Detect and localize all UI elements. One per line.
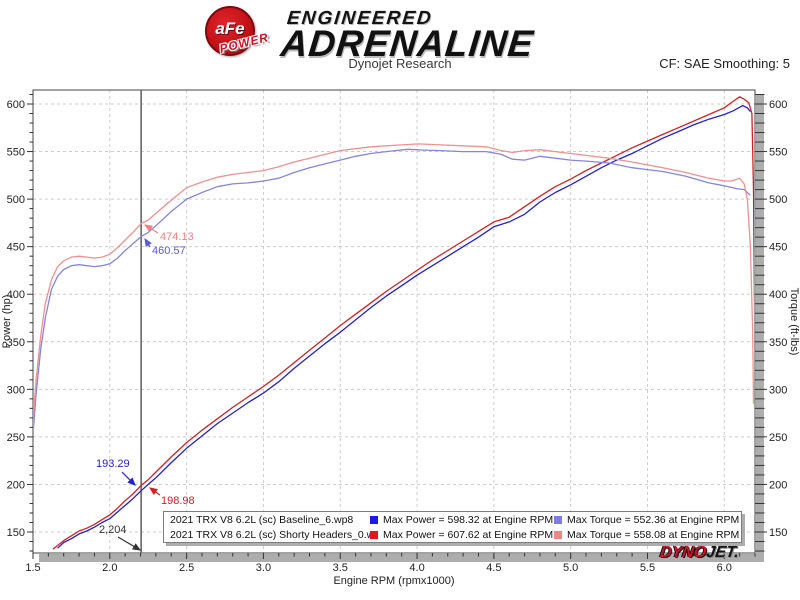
plot-shadow-bottom bbox=[39, 554, 764, 562]
y-axis-tick-label-right: 400 bbox=[769, 289, 787, 301]
x-axis-tick-label: 4.0 bbox=[409, 562, 424, 574]
annotation-arrow bbox=[121, 471, 136, 486]
y-axis-tick-label-left: 450 bbox=[7, 242, 25, 254]
x-axis-tick-label: 4.5 bbox=[486, 562, 501, 574]
torque-shorty-swatch bbox=[554, 530, 562, 539]
y-axis-tick-label-right: 500 bbox=[769, 194, 787, 206]
annotation-value: 198.98 bbox=[161, 495, 195, 507]
torque-axis-title: Torque (ft-lbs) bbox=[788, 288, 800, 356]
max-torque-shorty: Max Torque = 558.08 at Engine RPM = 4.01 bbox=[567, 528, 741, 541]
series-power_shorty bbox=[52, 96, 754, 550]
annotation-arrow bbox=[144, 237, 152, 248]
annotation-value: 193.29 bbox=[96, 458, 130, 470]
power-shorty-swatch bbox=[370, 530, 378, 539]
y-axis-tick-label-left: 300 bbox=[7, 384, 25, 396]
x-axis-tick-label: 5.5 bbox=[640, 562, 655, 574]
y-axis-tick-label-right: 200 bbox=[769, 479, 787, 491]
y-axis-tick-label-left: 350 bbox=[7, 337, 25, 349]
y-axis-tick-label-right: 350 bbox=[769, 337, 787, 349]
y-axis-tick-label-right: 150 bbox=[769, 527, 787, 539]
y-axis-tick-label-left: 500 bbox=[7, 194, 25, 206]
plot-border bbox=[32, 89, 756, 554]
y-axis-tick-label-left: 150 bbox=[7, 527, 25, 539]
dynojet-logo: DYNOJET. bbox=[658, 544, 741, 561]
power-axis-title: Power (hp) bbox=[1, 295, 13, 349]
y-axis-tick-label-right: 550 bbox=[769, 147, 787, 159]
annotation-value: 2,204 bbox=[99, 524, 127, 536]
y-axis-tick-label-left: 250 bbox=[7, 432, 25, 444]
annotation-value: 460.57 bbox=[152, 245, 186, 257]
legend-row-shorty-headers: 2021 TRX V8 6.2L (sc) Shorty Headers_0.w… bbox=[164, 527, 741, 542]
y-axis-tick-label-right: 450 bbox=[769, 242, 787, 254]
x-axis-tick-label: 3.0 bbox=[256, 562, 271, 574]
annotation-arrow bbox=[149, 487, 161, 496]
x-axis-tick-label: 3.5 bbox=[333, 562, 348, 574]
x-axis-tick-label: 1.5 bbox=[25, 562, 40, 574]
max-power-baseline: Max Power = 598.32 at Engine RPM = 6.12 bbox=[383, 513, 554, 526]
legend-row-baseline: 2021 TRX V8 6.2L (sc) Baseline_6.wp8 Max… bbox=[164, 512, 741, 527]
sae-smoothing-label: CF: SAE Smoothing: 5 bbox=[659, 56, 790, 71]
y-axis-tick-label-left: 550 bbox=[7, 147, 25, 159]
power-baseline-swatch bbox=[370, 515, 378, 524]
series-power_baseline bbox=[57, 104, 751, 549]
max-torque-baseline: Max Torque = 552.36 at Engine RPM = 3.94 bbox=[567, 513, 741, 526]
rpm-axis-title: Engine RPM (rpmx1000) bbox=[333, 575, 454, 587]
x-axis-tick-label: 2.5 bbox=[179, 562, 194, 574]
run-name-baseline: 2021 TRX V8 6.2L (sc) Baseline_6.wp8 bbox=[170, 513, 354, 526]
plot-shadow-right bbox=[756, 94, 764, 562]
run-legend: 2021 TRX V8 6.2L (sc) Baseline_6.wp8 Max… bbox=[163, 511, 742, 543]
afe-power-logo: aFe bbox=[205, 6, 255, 56]
x-axis-tick-label: 2.0 bbox=[102, 562, 117, 574]
series-torque_baseline bbox=[34, 148, 751, 431]
run-name-shorty: 2021 TRX V8 6.2L (sc) Shorty Headers_0.w… bbox=[170, 528, 370, 541]
x-axis-tick-label: 5.0 bbox=[563, 562, 578, 574]
dynojet-research-subtitle: Dynojet Research bbox=[348, 56, 452, 71]
y-axis-tick-label-left: 200 bbox=[7, 479, 25, 491]
y-axis-tick-label-right: 600 bbox=[769, 99, 787, 111]
y-axis-tick-label-right: 250 bbox=[769, 432, 787, 444]
afe-logo-text: aFe bbox=[215, 19, 245, 38]
annotation-arrow bbox=[117, 536, 142, 551]
annotation-arrow bbox=[143, 224, 159, 234]
x-axis-tick-label: 6.0 bbox=[717, 562, 732, 574]
torque-baseline-swatch bbox=[554, 515, 562, 524]
y-axis-tick-label-right: 300 bbox=[769, 384, 787, 396]
annotation-value: 474.13 bbox=[160, 231, 194, 243]
max-power-shorty: Max Power = 607.62 at Engine RPM = 6.10 bbox=[383, 528, 554, 541]
y-axis-tick-label-left: 600 bbox=[7, 99, 25, 111]
series-torque_shorty bbox=[34, 143, 754, 417]
y-axis-tick-label-left: 400 bbox=[7, 289, 25, 301]
